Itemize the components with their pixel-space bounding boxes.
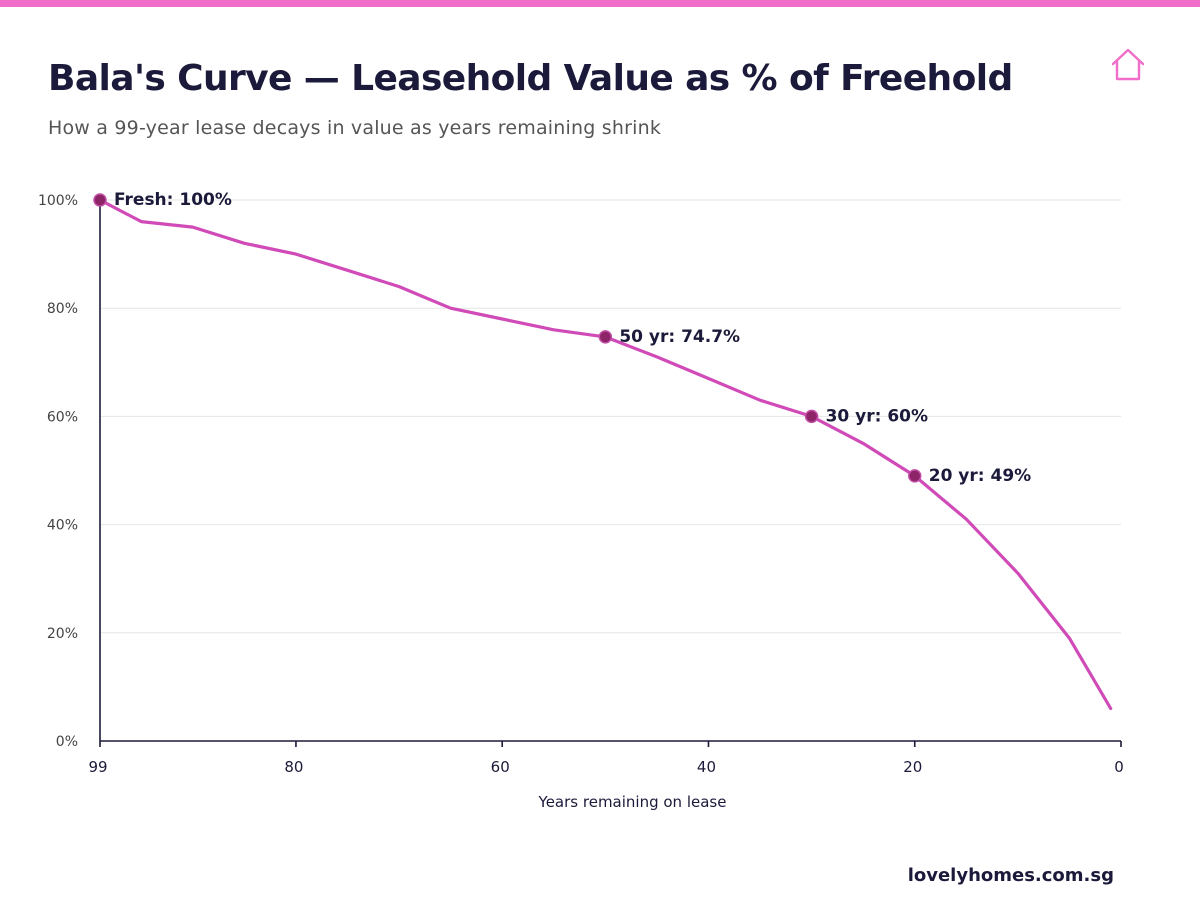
series-layer: [98, 198, 1113, 711]
y-tick-label: 0%: [56, 734, 78, 750]
grid-layer: [100, 199, 1121, 634]
annotation-label: Fresh: 100%: [114, 190, 232, 210]
top-accent-bar: [0, 0, 1200, 7]
x-tick-label: 60: [491, 758, 510, 776]
house-icon-outline: [1111, 48, 1145, 81]
annotation-marker: [598, 330, 613, 344]
series-line-0: [98, 198, 1113, 711]
y-tick-label: 80%: [47, 301, 78, 317]
house-icon: [1111, 48, 1145, 81]
x-tick-label: 20: [903, 758, 922, 776]
chart-subtitle: How a 99-year lease decays in value as y…: [48, 117, 662, 139]
annotation-marker: [93, 193, 107, 207]
x-tick-label: 0: [1114, 758, 1124, 776]
annotation-label: 50 yr: 74.7%: [619, 327, 740, 347]
x-tick-label: 80: [284, 758, 303, 776]
annotation-marker: [804, 409, 819, 424]
annotation-label: 20 yr: 49%: [929, 466, 1031, 486]
label-layer: Fresh: 100% 50 yr: 74.7% 30 yr: 60% 20 yr: …: [114, 190, 1031, 486]
axis-layer: 0% 20% 40% 60% 80% 100% 99 80 60 40 20 0 Years remai…: [38, 193, 1124, 811]
y-tick-label: 20%: [47, 626, 78, 642]
annotation-label: 30 yr: 60%: [826, 406, 928, 426]
chart-title: Bala's Curve — Leasehold Value as % of F…: [48, 58, 1013, 99]
annotation-marker: [907, 469, 922, 483]
footer-site-label: lovelyhomes.com.sg: [907, 865, 1114, 886]
x-tick-label: 99: [88, 758, 107, 776]
x-tick-label: 40: [697, 758, 716, 776]
marker-layer: [93, 193, 922, 483]
y-tick-label: 40%: [47, 518, 78, 534]
y-tick-label: 60%: [47, 409, 78, 425]
y-tick-label: 100%: [38, 193, 78, 209]
x-axis-title: Years remaining on lease: [538, 793, 727, 811]
